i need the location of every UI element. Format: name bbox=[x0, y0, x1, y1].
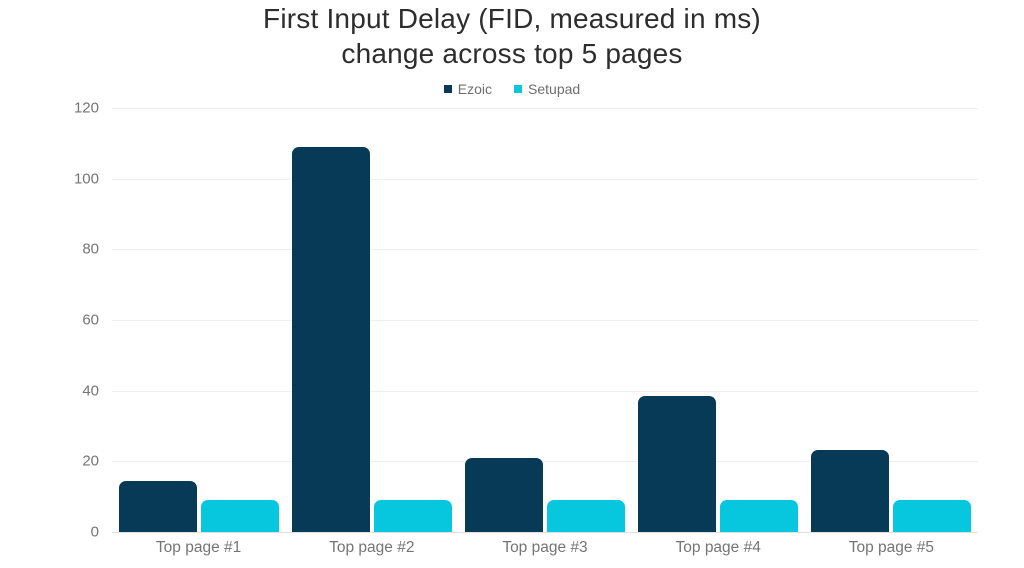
bar-ezoic-top-page-3 bbox=[465, 457, 543, 532]
chart-title-line2: change across top 5 pages bbox=[341, 38, 683, 69]
gridline-80 bbox=[112, 249, 978, 251]
y-tick-label-80: 80 bbox=[82, 240, 99, 258]
bar-ezoic-top-page-2 bbox=[291, 146, 370, 532]
bar-ezoic-top-page-5 bbox=[811, 449, 890, 532]
gridline-60 bbox=[112, 320, 978, 321]
y-tick-label-0: 0 bbox=[90, 523, 99, 541]
bar-setupad-top-page-5 bbox=[893, 500, 972, 532]
y-tick-label-20: 20 bbox=[82, 452, 99, 470]
legend-item-setupad: Setupad bbox=[514, 81, 580, 97]
bar-setupad-top-page-2 bbox=[373, 500, 452, 532]
legend-label-setupad: Setupad bbox=[528, 81, 581, 97]
gridline-20 bbox=[112, 461, 978, 463]
chart-title: First Input Delay (FID, measured in ms) … bbox=[0, 1, 1024, 71]
bar-ezoic-top-page-4 bbox=[638, 395, 717, 532]
chart-legend: Ezoic Setupad bbox=[0, 81, 1024, 97]
bar-ezoic-top-page-1 bbox=[118, 480, 197, 532]
gridline-0 bbox=[112, 532, 978, 533]
legend-marker-setupad-icon bbox=[514, 85, 523, 93]
y-tick-label-120: 120 bbox=[73, 99, 99, 117]
legend-marker-ezoic-icon bbox=[443, 85, 452, 93]
gridline-120 bbox=[112, 108, 978, 109]
legend-item-ezoic: Ezoic bbox=[443, 81, 493, 97]
gridline-40 bbox=[112, 390, 978, 392]
gridline-100 bbox=[112, 178, 978, 180]
x-tick-label-top-page-3: Top page #3 bbox=[502, 539, 588, 556]
x-tick-label-top-page-5: Top page #5 bbox=[848, 539, 935, 556]
legend-label-ezoic: Ezoic bbox=[457, 81, 493, 97]
plot-area: 0 20 40 60 80 100 120 Top page #1 Top page #2 Top… bbox=[74, 100, 978, 556]
chart-title-line1: First Input Delay (FID, measured in ms) bbox=[263, 3, 761, 34]
bar-setupad-top-page-1 bbox=[200, 500, 279, 532]
x-tick-label-top-page-1: Top page #1 bbox=[155, 539, 242, 556]
y-tick-label-60: 60 bbox=[82, 311, 99, 329]
x-tick-label-top-page-2: Top page #2 bbox=[329, 539, 415, 556]
x-tick-label-top-page-4: Top page #4 bbox=[675, 539, 761, 556]
bar-setupad-top-page-4 bbox=[720, 500, 799, 532]
y-tick-label-40: 40 bbox=[82, 382, 99, 400]
y-tick-label-100: 100 bbox=[73, 170, 99, 188]
bar-setupad-top-page-3 bbox=[547, 500, 625, 532]
